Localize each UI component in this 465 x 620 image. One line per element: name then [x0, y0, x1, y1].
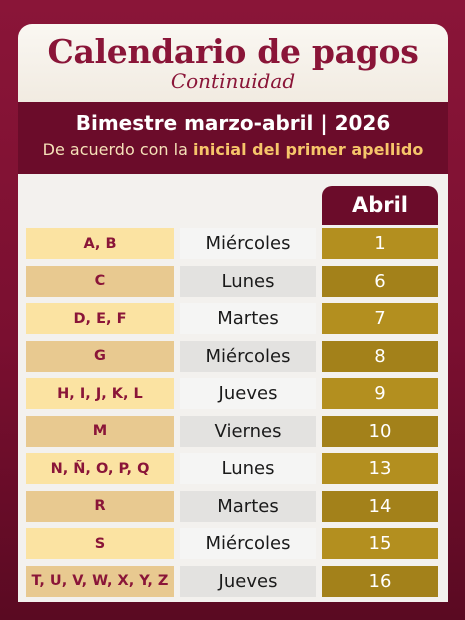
table-row: S Miércoles 15 [26, 528, 438, 566]
period-band: Bimestre marzo-abril | 2026 De acuerdo c… [18, 102, 448, 174]
page-title: Calendario de pagos [47, 32, 419, 71]
initials-cell: A, B [26, 228, 174, 259]
page-subtitle: Continuidad [170, 69, 296, 93]
initials-cell: T, U, V, W, X, Y, Z [26, 565, 174, 597]
table-row: D, E, F Martes 7 [26, 303, 438, 341]
weekday-cell: Miércoles [180, 340, 316, 372]
weekday-cell: Martes [180, 303, 316, 334]
period-subtitle-prefix: De acuerdo con la [42, 140, 193, 159]
weekday-cell: Martes [180, 490, 316, 522]
table-row: G Miércoles 8 [26, 340, 438, 379]
date-cell: 7 [322, 303, 438, 334]
weekday-cell: Jueves [180, 565, 316, 597]
initials-cell: S [26, 528, 174, 559]
date-cell: 13 [322, 453, 438, 484]
period-subtitle-highlight: inicial del primer apellido [192, 140, 424, 159]
initials-cell: M [26, 415, 174, 447]
table-row: T, U, V, W, X, Y, Z Jueves 16 [26, 565, 438, 604]
schedule-rows: A, B Miércoles 1 C Lunes 6 D, E, F Marte… [26, 228, 438, 603]
table-row: H, I, J, K, L Jueves 9 [26, 378, 438, 416]
weekday-cell: Lunes [180, 265, 316, 297]
weekday-cell: Jueves [180, 378, 316, 409]
weekday-cell: Miércoles [180, 528, 316, 559]
period-subtitle: De acuerdo con la inicial del primer ape… [18, 138, 448, 162]
weekday-cell: Lunes [180, 453, 316, 484]
month-header: Abril [322, 186, 438, 225]
date-cell: 16 [322, 565, 438, 597]
initials-cell: H, I, J, K, L [26, 378, 174, 409]
date-cell: 1 [322, 228, 438, 259]
date-cell: 15 [322, 528, 438, 559]
initials-cell: R [26, 490, 174, 522]
table-row: C Lunes 6 [26, 265, 438, 304]
table-row: R Martes 14 [26, 490, 438, 529]
initials-cell: D, E, F [26, 303, 174, 334]
initials-cell: G [26, 340, 174, 372]
period-title: Bimestre marzo-abril | 2026 [75, 111, 391, 135]
date-cell: 6 [322, 265, 438, 297]
date-cell: 8 [322, 340, 438, 372]
weekday-cell: Miércoles [180, 228, 316, 259]
table-row: A, B Miércoles 1 [26, 228, 438, 266]
date-cell: 9 [322, 378, 438, 409]
table-row: M Viernes 10 [26, 415, 438, 454]
date-cell: 14 [322, 490, 438, 522]
initials-cell: C [26, 265, 174, 297]
header-card: Calendario de pagos Continuidad [18, 24, 448, 102]
initials-cell: N, Ñ, O, P, Q [26, 453, 174, 484]
weekday-cell: Viernes [180, 415, 316, 447]
table-row: N, Ñ, O, P, Q Lunes 13 [26, 453, 438, 491]
date-cell: 10 [322, 415, 438, 447]
